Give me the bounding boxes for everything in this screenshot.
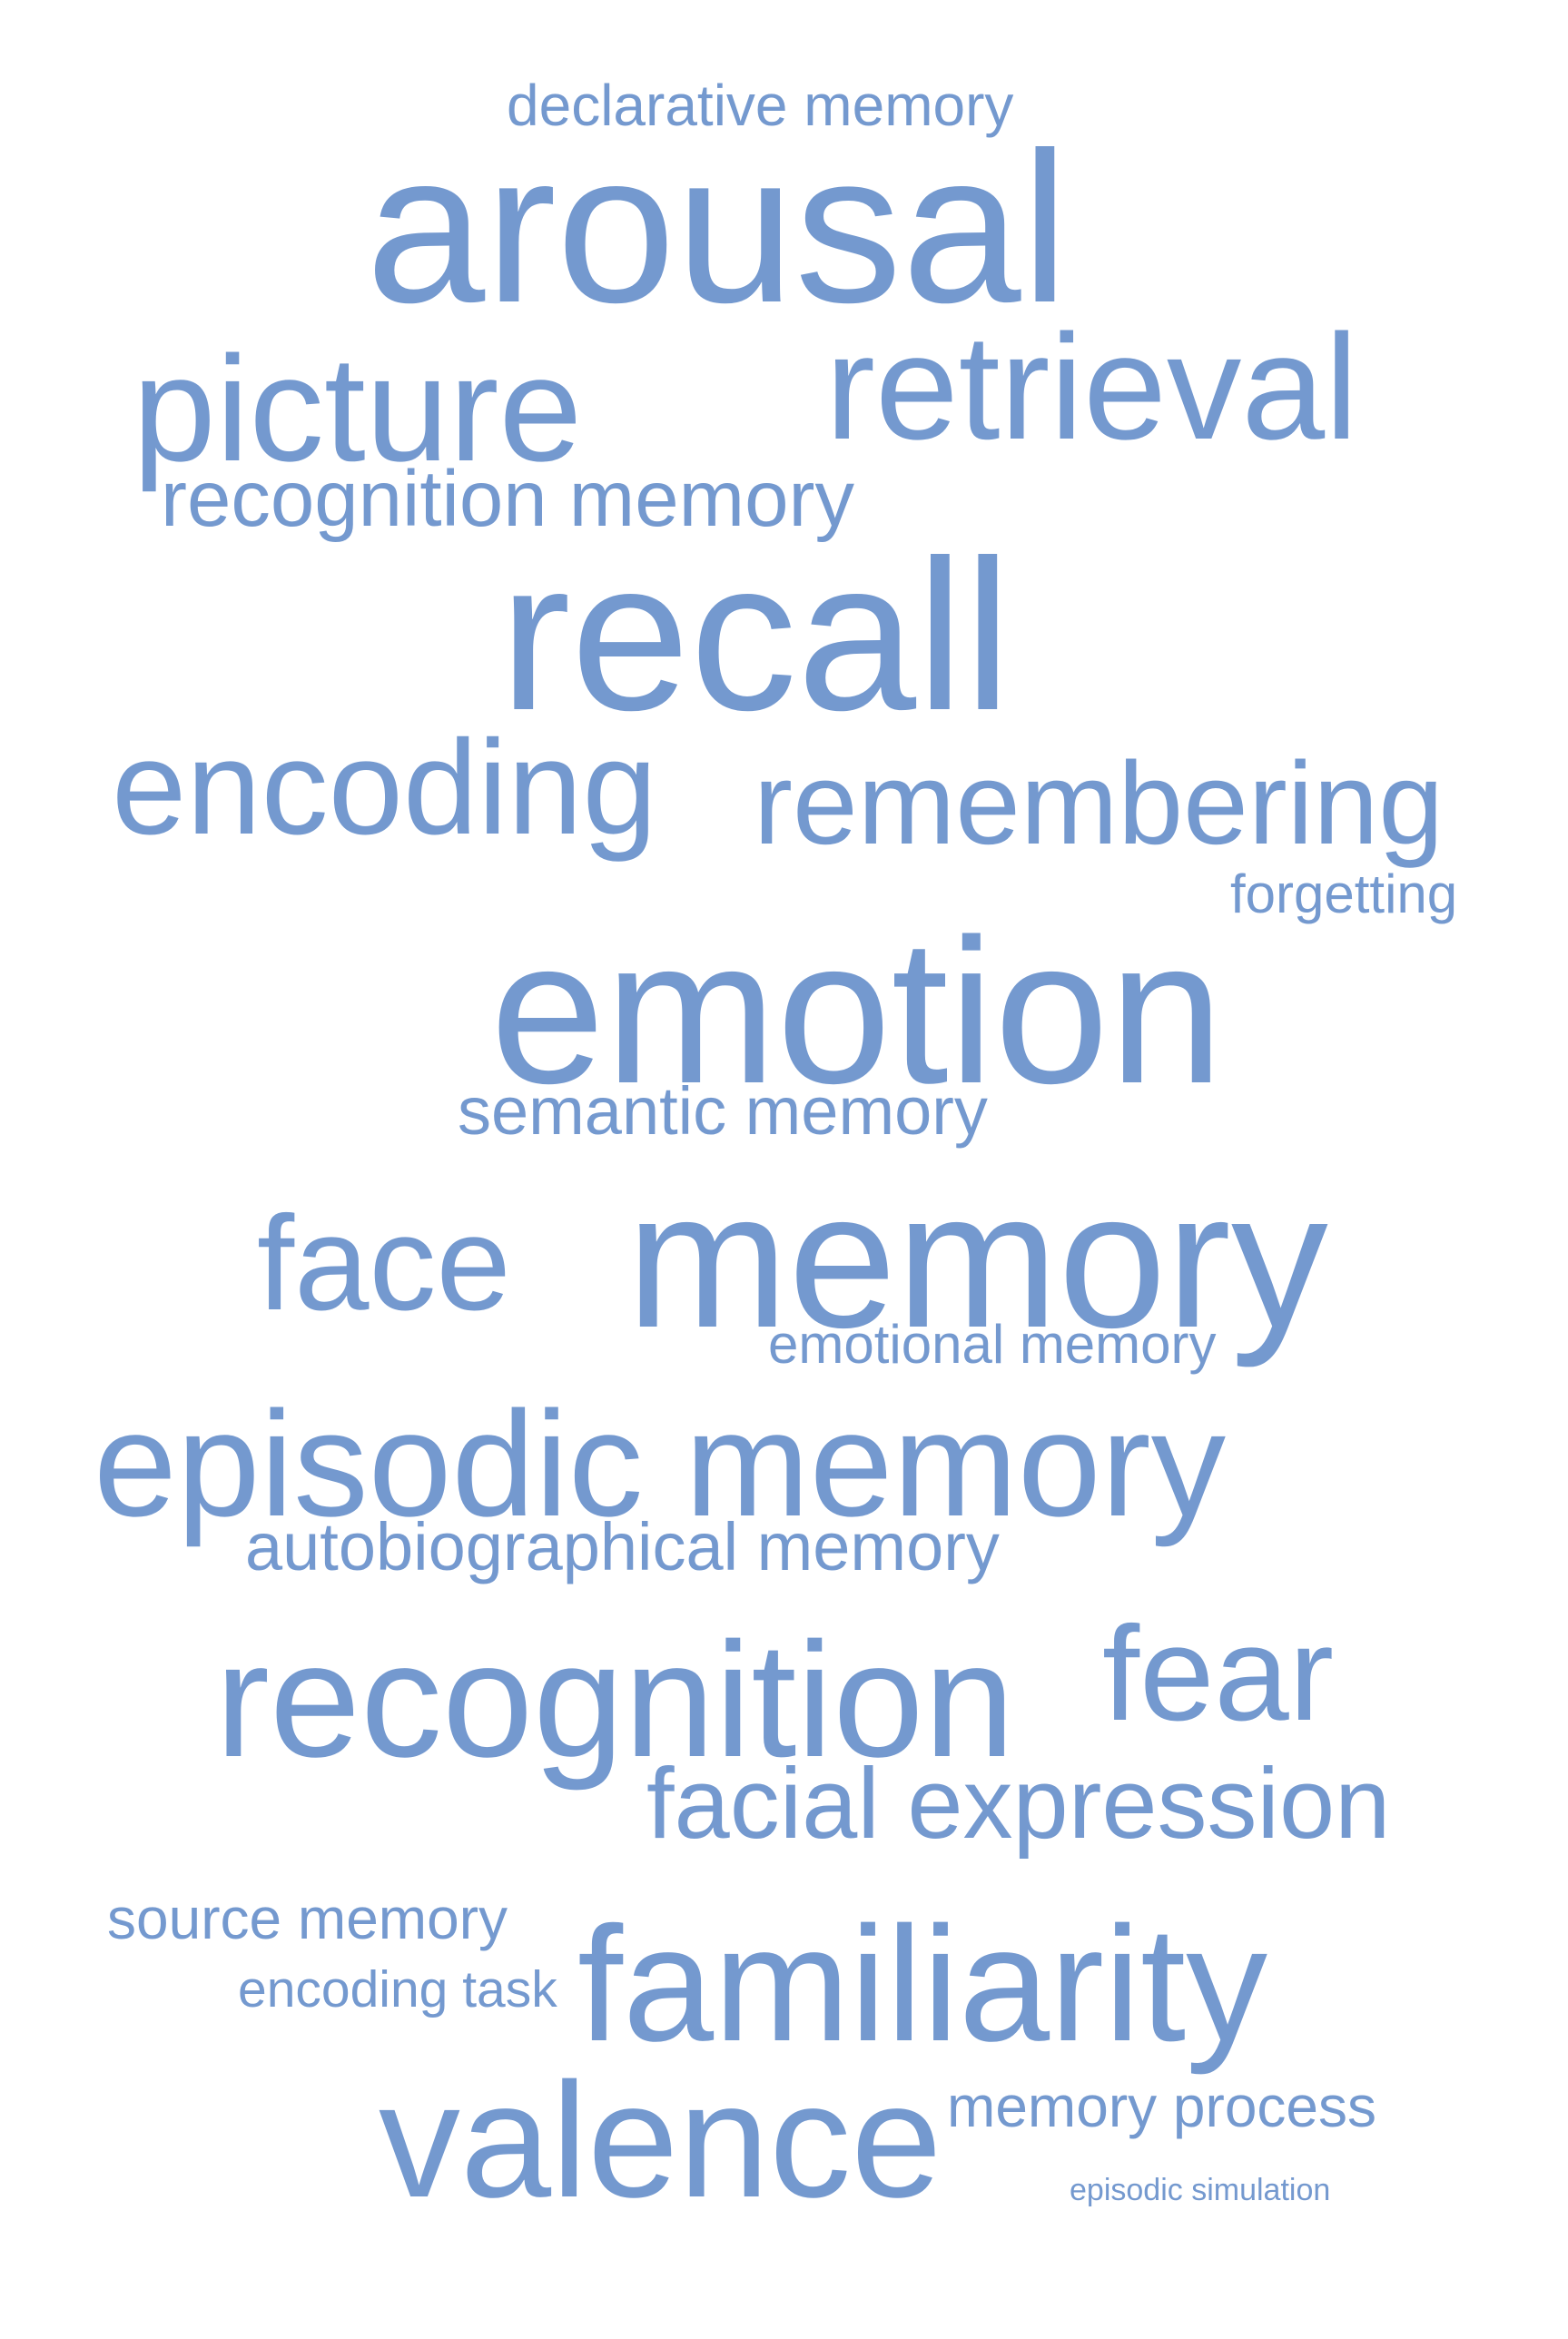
word-source-memory: source memory bbox=[107, 1886, 508, 1951]
word-autobiographical-memory: autobiographical memory bbox=[245, 1509, 1000, 1584]
word-episodic-simulation: episodic simulation bbox=[1070, 2173, 1331, 2207]
word-picture: picture bbox=[133, 325, 583, 492]
word-remembering: remembering bbox=[754, 738, 1444, 869]
word-arousal: arousal bbox=[366, 108, 1070, 348]
word-encoding: encoding bbox=[112, 713, 657, 863]
word-episodic-memory: episodic memory bbox=[94, 1380, 1227, 1547]
word-valence: valence bbox=[379, 2049, 942, 2232]
word-facial-expression: facial expression bbox=[646, 1748, 1391, 1860]
word-familiarity: familiarity bbox=[577, 1893, 1268, 2076]
word-recognition: recognition bbox=[215, 1609, 1015, 1791]
word-memory: memory bbox=[626, 1151, 1328, 1368]
word-recognition-memory: recognition memory bbox=[161, 455, 854, 543]
word-fear: fear bbox=[1102, 1599, 1335, 1749]
word-face: face bbox=[257, 1189, 511, 1338]
word-declarative-memory: declarative memory bbox=[507, 73, 1014, 138]
word-semantic-memory: semantic memory bbox=[458, 1073, 988, 1149]
word-emotional-memory: emotional memory bbox=[768, 1314, 1217, 1375]
word-emotion: emotion bbox=[490, 897, 1224, 1127]
word-forgetting: forgetting bbox=[1230, 864, 1458, 924]
word-retrieval: retrieval bbox=[825, 303, 1358, 470]
word-encoding-task: encoding task bbox=[238, 1960, 557, 2018]
word-memory-process: memory process bbox=[947, 2074, 1376, 2139]
word-recall: recall bbox=[499, 516, 1011, 755]
